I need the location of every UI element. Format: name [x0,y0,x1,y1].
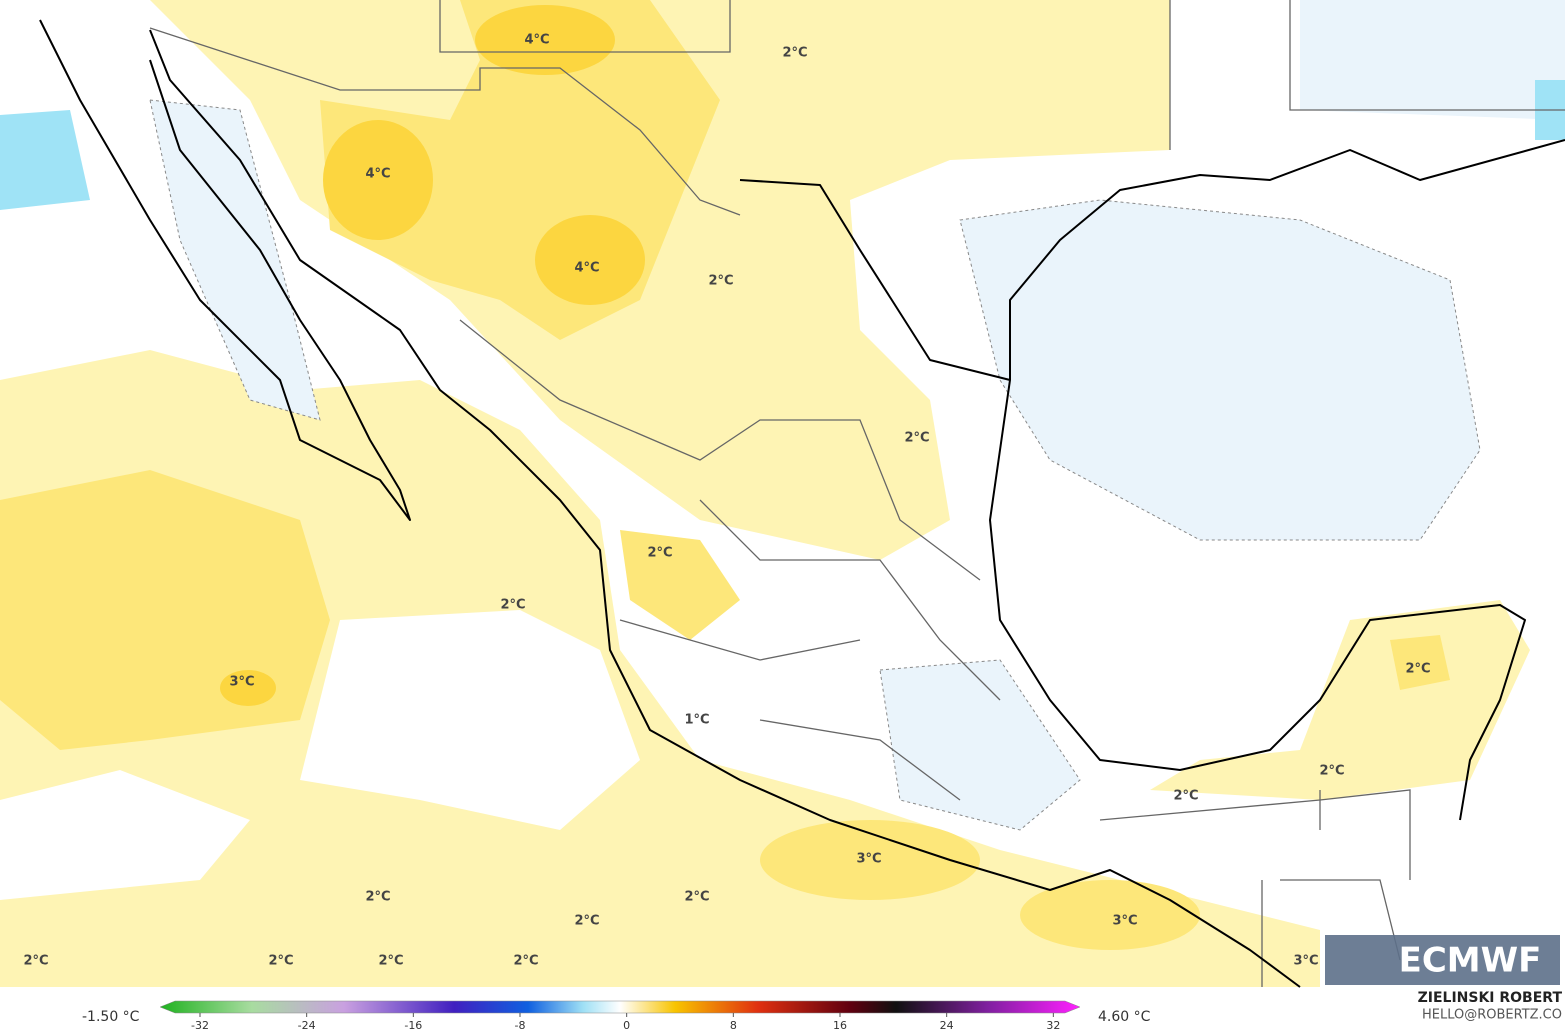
contour-label: 3°C [229,675,254,690]
contour-label: 3°C [856,852,881,867]
borders [149,0,1565,987]
contour-label: 2°C [378,954,403,969]
min-label: -1.50 °C [82,1009,140,1025]
contour-label: 2°C [684,890,709,905]
contour-label: 4°C [574,261,599,276]
contour-label: 4°C [365,167,390,182]
colorbar-tick-label: -16 [404,1019,422,1032]
contour-label: 2°C [513,954,538,969]
contour-label: 2°C [574,914,599,929]
contour-label: 2°C [647,546,672,561]
contour-label: 2°C [708,274,733,289]
contour-label: 1°C [684,713,709,728]
contour-labels: 4°C 2°C 4°C 4°C 2°C 2°C 2°C 2°C 3°C 2°C 1°C 2°C 2°C 3… [23,33,1430,969]
colorbar-tick-label: 24 [940,1019,954,1032]
colorbar-tick-label: -24 [298,1019,316,1032]
contact: HELLO@ROBERTZ.CO [1422,1008,1562,1023]
contour-label: 2°C [1319,764,1344,779]
contour-label: 4°C [524,33,549,48]
colorbar-tick-label: 8 [730,1019,737,1032]
colorbar-tick-label: -8 [515,1019,526,1032]
contour-label: 3°C [1293,954,1318,969]
author: ZIELINSKI ROBERT [1418,990,1563,1006]
colorbar-tick-label: -32 [191,1019,209,1032]
colorbar-tick-label: 0 [623,1019,630,1032]
contour-label: 2°C [904,431,929,446]
contour-label: 2°C [1173,789,1198,804]
colorbar-tick-label: 32 [1046,1019,1060,1032]
coastline [39,19,1565,988]
field [0,0,1565,987]
logo: ECMWF [1325,935,1560,985]
contour-label: 3°C [1112,914,1137,929]
contour-label: 2°C [365,890,390,905]
colorbar [159,1000,1081,1014]
contour-label: 2°C [23,954,48,969]
contour-label: 2°C [782,46,807,61]
contour-label: 2°C [500,598,525,613]
contour-label: 2°C [268,954,293,969]
contour-label: 2°C [1405,662,1430,677]
max-label: 4.60 °C [1098,1009,1151,1025]
colorbar-ticks: -32 -24 -16 -8 0 8 16 24 32 [191,1013,1060,1032]
logo-text: ECMWF [1399,941,1542,981]
colorbar-tick-label: 16 [833,1019,847,1032]
